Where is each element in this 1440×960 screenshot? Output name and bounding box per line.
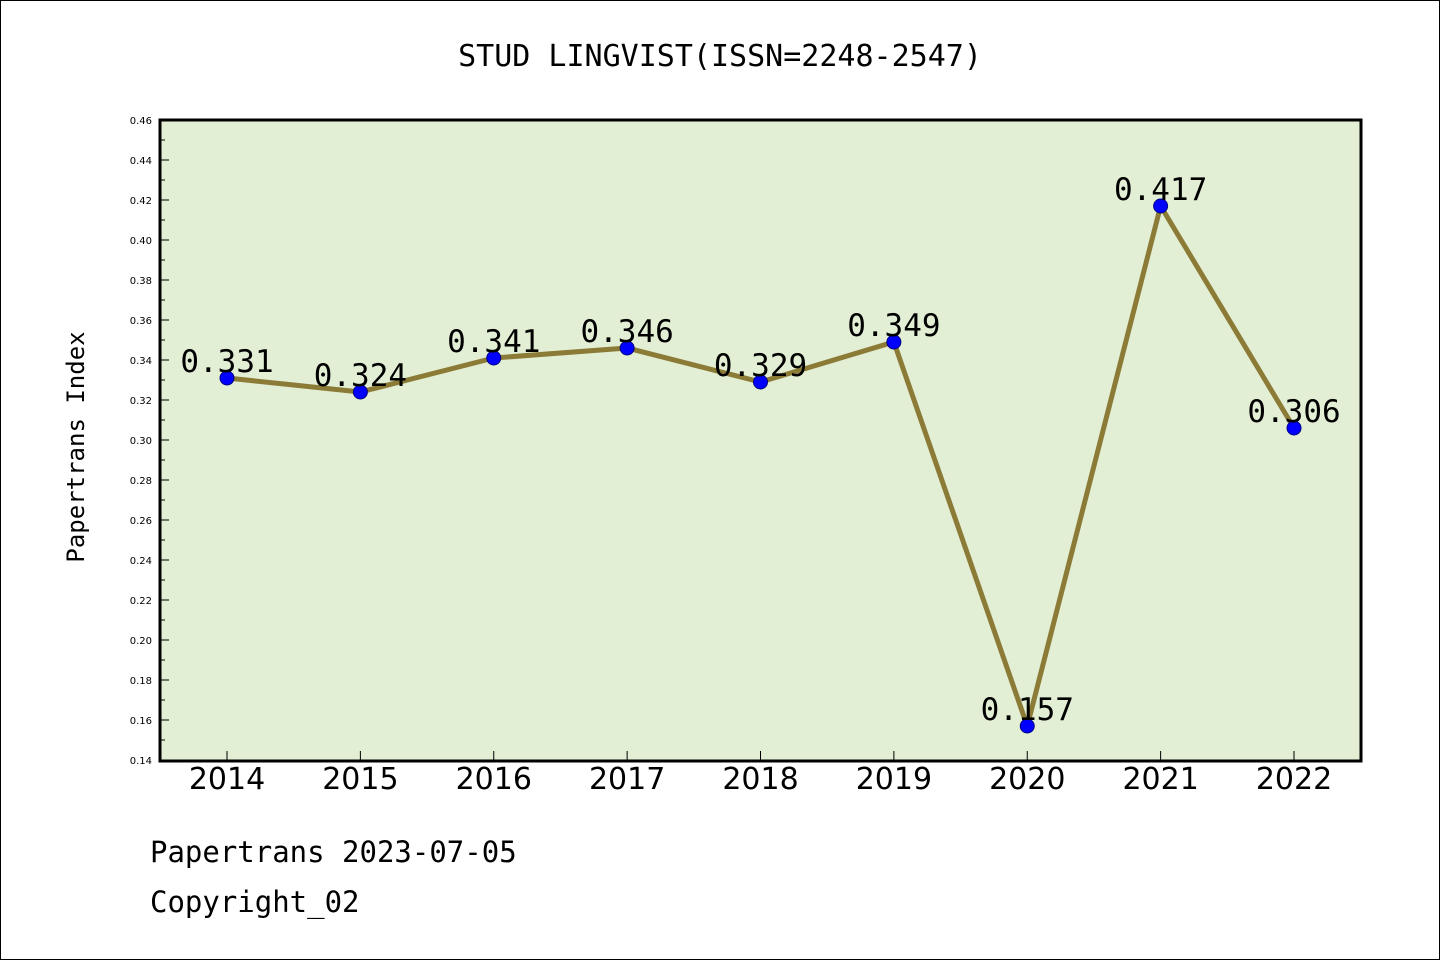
x-tick-label: 2020 <box>989 762 1065 797</box>
y-tick-label: 0.40 <box>130 236 152 247</box>
x-tick-label: 2018 <box>722 762 798 797</box>
y-tick-label: 0.26 <box>130 516 152 527</box>
y-tick-label: 0.14 <box>130 756 152 767</box>
y-tick-label: 0.16 <box>130 716 152 727</box>
data-point <box>619 340 635 356</box>
data-point <box>1286 420 1302 436</box>
chart-title: STUD LINGVIST(ISSN=2248-2547) <box>458 39 982 74</box>
x-tick-label: 2017 <box>589 762 665 797</box>
y-tick-label: 0.28 <box>130 476 152 487</box>
x-axis-ticks: 2014 2015 2016 2017 2018 2019 2020 2021 2022 <box>189 751 1332 797</box>
y-tick-label: 0.24 <box>130 556 152 567</box>
y-tick-label: 0.30 <box>130 436 152 447</box>
x-tick-label: 2021 <box>1122 762 1198 797</box>
data-label: 0.417 <box>1114 172 1207 208</box>
x-tick-label: 2022 <box>1256 762 1332 797</box>
data-point <box>1019 718 1035 734</box>
y-tick-label: 0.32 <box>130 396 152 407</box>
data-label: 0.329 <box>714 348 807 384</box>
y-tick-label: 0.42 <box>130 196 152 207</box>
footer-copyright-line: Copyright_02 <box>150 885 360 919</box>
data-label: 0.331 <box>180 344 273 380</box>
y-tick-label: 0.22 <box>130 596 152 607</box>
plot-area <box>158 118 1363 763</box>
data-label: 0.157 <box>981 692 1074 728</box>
data-labels: 0.331 0.324 0.341 0.346 0.329 0.349 0.157 0.417… <box>180 172 1340 728</box>
data-markers <box>219 198 1302 734</box>
y-tick-label: 0.34 <box>130 356 152 367</box>
data-label: 0.306 <box>1247 394 1340 430</box>
x-tick-label: 2015 <box>322 762 398 797</box>
data-point <box>886 334 902 350</box>
data-label: 0.346 <box>580 314 673 350</box>
y-tick-label: 0.38 <box>130 276 152 287</box>
y-tick-label: 0.18 <box>130 676 152 687</box>
data-point <box>486 350 502 366</box>
y-tick-label: 0.44 <box>130 156 152 167</box>
footer-date-line: Papertrans 2023-07-05 <box>150 835 517 869</box>
data-label: 0.349 <box>847 308 940 344</box>
data-point <box>219 370 235 386</box>
x-tick-label: 2019 <box>856 762 932 797</box>
data-label: 0.324 <box>314 358 407 394</box>
data-label: 0.341 <box>447 324 540 360</box>
y-tick-label: 0.46 <box>130 116 152 127</box>
data-point <box>753 374 768 390</box>
data-point <box>352 384 368 400</box>
y-axis-ticks: 0.14 0.16 0.18 0.20 0.22 0.24 0.26 0.28 0.30 0.32… <box>130 116 169 767</box>
y-tick-label: 0.20 <box>130 636 152 647</box>
y-tick-label: 0.36 <box>130 316 152 327</box>
data-point <box>1153 198 1169 214</box>
y-axis-label: Papertrans Index <box>62 331 90 562</box>
x-tick-label: 2016 <box>456 762 532 797</box>
x-tick-label: 2014 <box>189 762 265 797</box>
